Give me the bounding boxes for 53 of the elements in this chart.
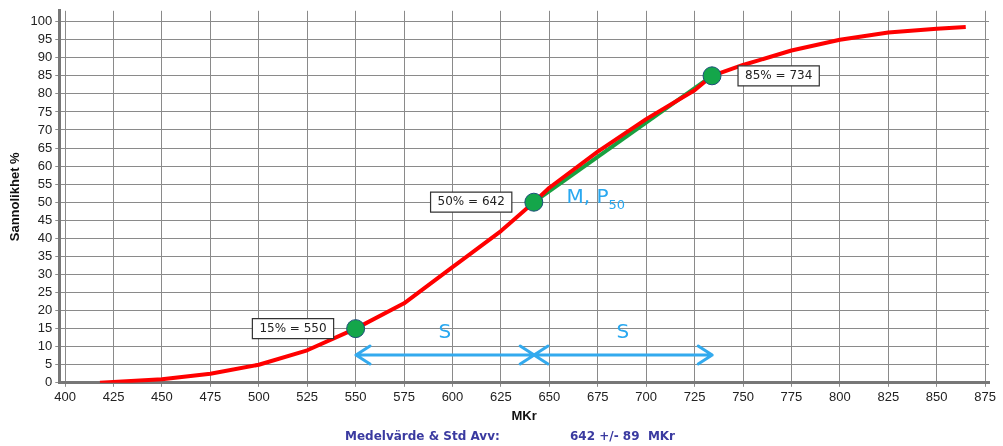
x-tick-label: 775 — [780, 389, 803, 405]
y-tick-label: 95 — [37, 31, 53, 47]
text: Medelvärde & Std Avv: — [345, 429, 500, 444]
y-tick-label: 30 — [37, 266, 53, 282]
annotation: 50% = 642 — [437, 194, 505, 209]
y-tick-label: 85 — [37, 67, 53, 83]
y-tick-label: 40 — [37, 229, 53, 245]
x-tick-label: 650 — [538, 389, 561, 405]
y-tick-label: 45 — [37, 211, 53, 227]
x-tick-label: 550 — [344, 389, 367, 405]
y-tick-label: 55 — [37, 175, 53, 191]
annotation: 85% = 734 — [745, 67, 813, 82]
y-tick-label: 75 — [37, 103, 53, 119]
x-tick-label: 600 — [441, 389, 464, 405]
point — [702, 66, 722, 86]
y-tick-label: 65 — [37, 139, 53, 155]
x-tick-label: 750 — [732, 389, 754, 405]
x-tick-label: 450 — [151, 389, 173, 405]
point — [524, 192, 544, 212]
y-tick-label: 90 — [37, 49, 53, 65]
annotation: S — [438, 319, 452, 343]
x-tick-label: 850 — [925, 389, 948, 405]
y-tick-label: 60 — [37, 157, 53, 173]
x-tick-label: 875 — [974, 389, 996, 405]
x-tick-label: 800 — [829, 389, 851, 405]
x-tick-label: 625 — [490, 389, 512, 405]
x-axis-title: MKr — [511, 407, 537, 423]
y-tick-label: 35 — [37, 247, 53, 263]
y-tick-label: 10 — [37, 338, 53, 354]
y-tick-label: 50 — [37, 193, 53, 209]
x-tick-label: 525 — [296, 389, 319, 405]
y-tick-label: 0 — [45, 374, 53, 390]
x-tick-label: 425 — [102, 389, 125, 405]
annotation: S — [616, 319, 630, 343]
x-tick-label: 400 — [54, 389, 76, 405]
y-tick-label: 20 — [37, 302, 53, 318]
y-tick-label: 15 — [37, 320, 53, 336]
text: 642 +/- 89 MKr — [570, 429, 676, 444]
y-tick-label: 5 — [45, 356, 53, 372]
x-tick-label: 725 — [683, 389, 706, 405]
y-tick-label: 80 — [37, 85, 53, 101]
x-tick-label: 675 — [586, 389, 609, 405]
x-tick-label: 500 — [247, 389, 270, 405]
y-tick-label: 100 — [30, 13, 53, 29]
y-tick-label: 70 — [37, 121, 53, 137]
x-tick-label: 575 — [393, 389, 415, 405]
x-tick-label: 825 — [877, 389, 900, 405]
y-axis-title: Sannolikhet % — [7, 151, 23, 242]
x-tick-label: 475 — [199, 389, 222, 405]
annotation: 15% = 550 — [259, 320, 327, 335]
point — [346, 319, 366, 339]
x-tick-label: 700 — [635, 389, 658, 405]
y-tick-label: 25 — [37, 284, 53, 300]
